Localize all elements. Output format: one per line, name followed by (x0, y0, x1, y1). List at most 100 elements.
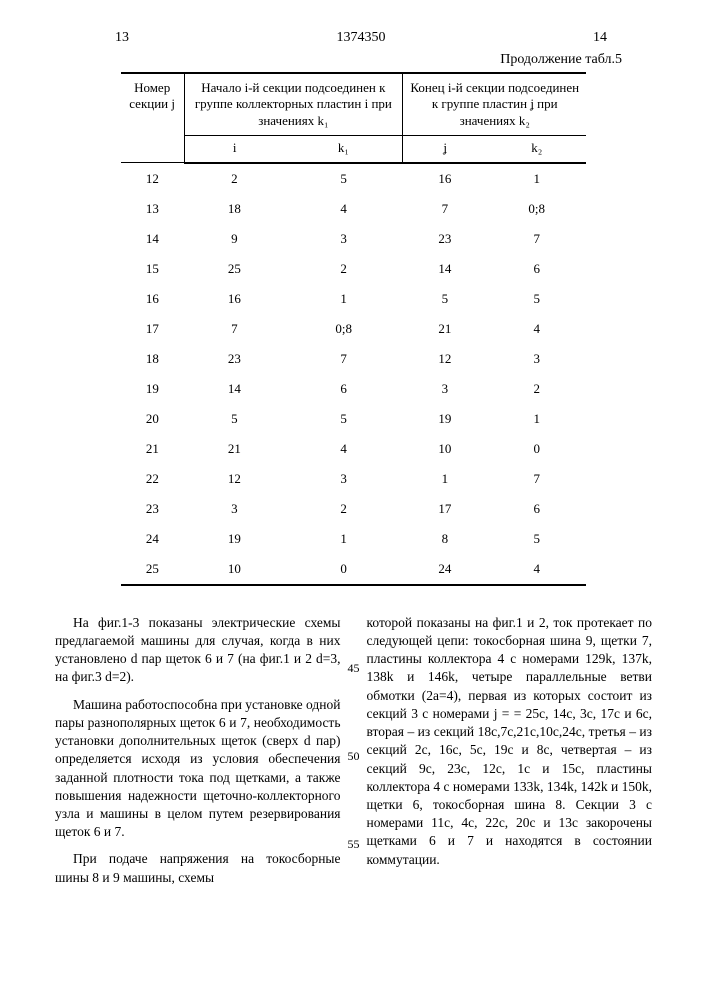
table-cell-k1: 3 (285, 464, 403, 494)
table-cell-q: 14 (403, 254, 488, 284)
table-cell-q: 24 (403, 554, 488, 585)
document-number: 1374350 (337, 30, 386, 46)
table-row: 1225161 (121, 163, 587, 194)
table-cell-j: 20 (121, 404, 184, 434)
table-cell-i: 23 (184, 344, 285, 374)
table-row: 1616155 (121, 284, 587, 314)
table-cell-q: 5 (403, 284, 488, 314)
table-cell-q: 17 (403, 494, 488, 524)
table-cell-k1: 0;8 (285, 314, 403, 344)
table-cell-k1: 2 (285, 254, 403, 284)
table-cell-j: 21 (121, 434, 184, 464)
table-cell-k1: 4 (285, 194, 403, 224)
table-cell-k2: 0 (487, 434, 586, 464)
table-cell-k2: 5 (487, 524, 586, 554)
col-header-group2: Конец i-й секции подсоединен к группе пл… (403, 73, 587, 135)
table-cell-j: 17 (121, 314, 184, 344)
table-cell-i: 14 (184, 374, 285, 404)
table-cell-k2: 6 (487, 254, 586, 284)
table-cell-k1: 4 (285, 434, 403, 464)
table-row: 1318470;8 (121, 194, 587, 224)
table-cell-k2: 7 (487, 224, 586, 254)
table-cell-j: 16 (121, 284, 184, 314)
col-header-i: i (184, 135, 285, 163)
table-cell-j: 15 (121, 254, 184, 284)
table-cell-k2: 7 (487, 464, 586, 494)
table-row: 1493237 (121, 224, 587, 254)
col-header-j: Номер секции j (121, 73, 184, 163)
table-cell-i: 16 (184, 284, 285, 314)
col-header-group1: Начало i-й секции подсоединен к группе к… (184, 73, 403, 135)
table-cell-j: 25 (121, 554, 184, 585)
data-table: Номер секции j Начало i-й секции подсоед… (121, 72, 587, 586)
table-cell-q: 12 (403, 344, 488, 374)
left-column: На фиг.1-3 показаны электрические схемы … (55, 614, 341, 896)
table-cell-k1: 5 (285, 404, 403, 434)
table-cell-k1: 5 (285, 163, 403, 194)
table-cell-q: 19 (403, 404, 488, 434)
table-cell-i: 19 (184, 524, 285, 554)
table-cell-k1: 3 (285, 224, 403, 254)
left-p3: При подаче напряжения на токосборные шин… (55, 850, 341, 886)
table-cell-j: 24 (121, 524, 184, 554)
left-p2: Машина работоспособна при установке одно… (55, 696, 341, 842)
table-cell-j: 22 (121, 464, 184, 494)
table-cell-j: 23 (121, 494, 184, 524)
table-cell-i: 18 (184, 194, 285, 224)
table-cell-q: 23 (403, 224, 488, 254)
right-column: которой показаны на фиг.1 и 2, ток проте… (367, 614, 653, 896)
table-cell-i: 5 (184, 404, 285, 434)
table-cell-j: 14 (121, 224, 184, 254)
table-row: 2212317 (121, 464, 587, 494)
left-p1: На фиг.1-3 показаны электрические схемы … (55, 614, 341, 687)
table-cell-k2: 4 (487, 314, 586, 344)
table-row: 2055191 (121, 404, 587, 434)
table-cell-j: 12 (121, 163, 184, 194)
table-cell-k2: 2 (487, 374, 586, 404)
table-row: 21214100 (121, 434, 587, 464)
page-number-left: 13 (115, 30, 129, 46)
table-cell-q: 10 (403, 434, 488, 464)
table-row: 2419185 (121, 524, 587, 554)
table-continuation-label: Продолжение табл.5 (55, 52, 622, 68)
table-cell-k2: 4 (487, 554, 586, 585)
table-row: 15252146 (121, 254, 587, 284)
table-cell-q: 8 (403, 524, 488, 554)
col-header-q: ʝ (403, 135, 488, 163)
table-cell-k1: 6 (285, 374, 403, 404)
table-cell-i: 25 (184, 254, 285, 284)
table-cell-q: 16 (403, 163, 488, 194)
table-cell-k1: 7 (285, 344, 403, 374)
table-cell-k1: 1 (285, 284, 403, 314)
table-cell-j: 13 (121, 194, 184, 224)
table-cell-k1: 1 (285, 524, 403, 554)
table-cell-j: 18 (121, 344, 184, 374)
table-cell-q: 7 (403, 194, 488, 224)
table-row: 18237123 (121, 344, 587, 374)
table-cell-i: 3 (184, 494, 285, 524)
table-row: 2332176 (121, 494, 587, 524)
table-cell-i: 21 (184, 434, 285, 464)
table-cell-k2: 6 (487, 494, 586, 524)
table-cell-k1: 2 (285, 494, 403, 524)
table-cell-i: 12 (184, 464, 285, 494)
table-cell-i: 9 (184, 224, 285, 254)
table-cell-i: 7 (184, 314, 285, 344)
table-cell-i: 2 (184, 163, 285, 194)
table-cell-k1: 0 (285, 554, 403, 585)
col-header-k2: k₂ (487, 135, 586, 163)
table-cell-k2: 5 (487, 284, 586, 314)
table-row: 25100244 (121, 554, 587, 585)
table-cell-k2: 3 (487, 344, 586, 374)
page-header: 13 1374350 14 (55, 30, 652, 46)
body-text: 45 50 55 На фиг.1-3 показаны электрическ… (55, 614, 652, 896)
table-row: 1770;8214 (121, 314, 587, 344)
line-number-50: 50 (348, 748, 360, 764)
line-number-45: 45 (348, 660, 360, 676)
col-header-k1: k₁ (285, 135, 403, 163)
table-cell-q: 21 (403, 314, 488, 344)
table-row: 1914632 (121, 374, 587, 404)
page-number-right: 14 (593, 30, 607, 46)
table-cell-i: 10 (184, 554, 285, 585)
table-cell-k2: 1 (487, 404, 586, 434)
